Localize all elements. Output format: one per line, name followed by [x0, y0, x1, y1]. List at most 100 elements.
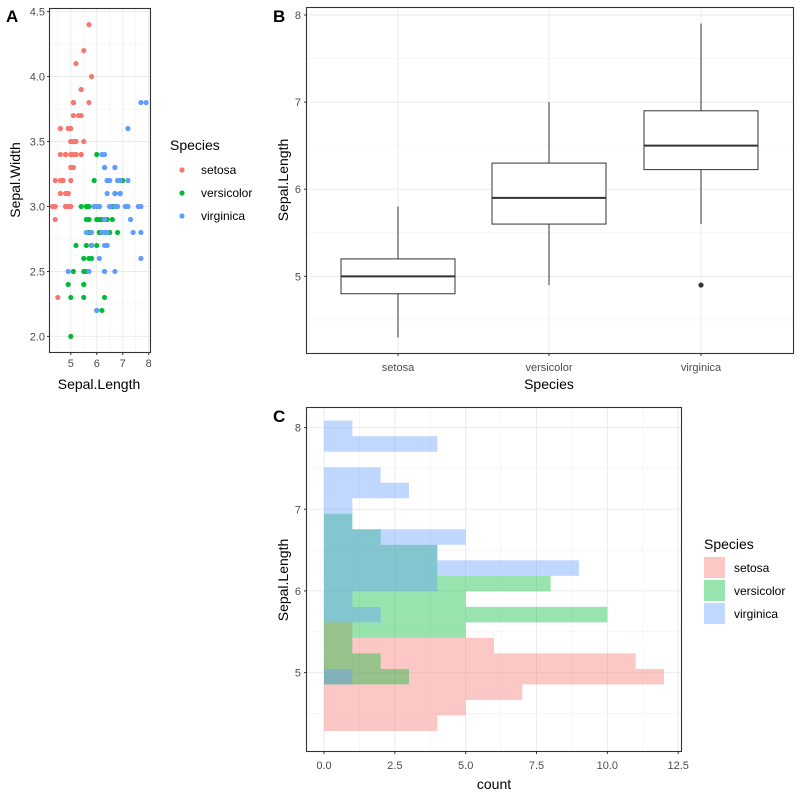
x-ticks-b: setosa versicolor virginica — [382, 353, 722, 374]
point-setosa — [57, 190, 63, 197]
point-versicolor — [94, 216, 100, 223]
point-virginica — [101, 242, 108, 249]
points-a — [49, 21, 149, 340]
point-setosa — [86, 21, 92, 28]
point-versicolor — [86, 216, 92, 223]
bar-versicolor — [324, 560, 438, 576]
x-axis-title-a: Sepal.Length — [58, 376, 141, 392]
point-setosa — [73, 138, 79, 145]
panel-tag-b: B — [273, 7, 285, 26]
y-tick-label: 4.0 — [30, 72, 45, 84]
point-versicolor — [81, 255, 87, 262]
y-tick-label: 2.5 — [30, 266, 45, 278]
point-setosa — [68, 177, 74, 184]
point-setosa — [55, 294, 61, 301]
box-virginica — [643, 23, 759, 288]
point-setosa — [65, 125, 71, 132]
bar-versicolor — [324, 513, 353, 530]
point-setosa — [70, 112, 76, 119]
bar-virginica — [324, 420, 353, 437]
point-virginica — [125, 203, 131, 210]
point-virginica — [112, 268, 118, 275]
point-setosa — [65, 190, 71, 197]
legend-title-a: Species — [170, 137, 220, 153]
point-setosa — [81, 138, 87, 145]
y-tick-label: 3.0 — [30, 201, 45, 213]
point-setosa — [88, 73, 95, 80]
point-versicolor — [68, 294, 74, 301]
legend-label-setosa: setosa — [201, 163, 237, 177]
y-axis-title-b: Sepal.Length — [275, 139, 291, 222]
legend-label-virginica: virginica — [734, 607, 778, 621]
point-virginica — [83, 229, 89, 236]
point-virginica — [101, 216, 108, 223]
y-tick-label: 3.5 — [30, 137, 45, 149]
panel-a: A 5 6 7 8 2.0 2.5 3.0 3.5 4.0 4.5 Sepal.Length S… — [6, 7, 252, 392]
point-virginica — [88, 229, 95, 236]
bar-setosa — [324, 668, 664, 685]
point-setosa — [68, 203, 74, 210]
bar-versicolor — [324, 653, 381, 669]
panel-border-b — [305, 6, 795, 355]
point-virginica — [138, 99, 144, 106]
bar-virginica — [324, 668, 353, 685]
point-virginica — [112, 190, 118, 197]
y-tick-label: 7 — [295, 97, 301, 109]
bar-virginica — [324, 482, 409, 499]
bar-setosa — [324, 622, 353, 638]
legend-title-c: Species — [704, 536, 754, 552]
legend-c: Species setosa versicolor virginica — [704, 536, 785, 624]
point-setosa — [52, 203, 58, 210]
bar-virginica — [324, 544, 438, 561]
point-virginica — [107, 203, 113, 210]
legend-label-virginica: virginica — [201, 209, 245, 223]
y-tick-label: 5 — [295, 271, 301, 283]
point-setosa — [78, 151, 84, 158]
y-tick-label: 6 — [295, 586, 301, 598]
point-virginica — [101, 229, 108, 236]
y-tick-label: 7 — [295, 504, 301, 516]
outlier-point — [698, 282, 704, 288]
bar-versicolor — [324, 637, 353, 654]
y-ticks-b: 5 6 7 8 — [295, 10, 307, 283]
point-virginica — [91, 203, 97, 210]
point-virginica — [127, 216, 134, 223]
legend-a: Species setosa versicolor virginica — [170, 137, 252, 223]
point-versicolor — [91, 177, 97, 184]
point-virginica — [138, 203, 144, 210]
point-versicolor — [81, 281, 87, 288]
point-versicolor — [88, 255, 95, 262]
x-ticks-c: 0.0 2.5 5.0 7.5 10.0 12.5 — [316, 751, 689, 772]
legend-key-setosa — [179, 167, 185, 173]
bar-virginica — [324, 560, 579, 576]
x-tick-label: 5.0 — [458, 760, 473, 772]
point-virginica — [114, 177, 121, 184]
bar-versicolor — [324, 622, 466, 638]
box-versicolor — [491, 102, 607, 286]
x-axis-title-b: Species — [524, 376, 574, 392]
bar-setosa — [324, 653, 636, 669]
point-virginica — [88, 242, 95, 249]
point-virginica — [101, 268, 108, 275]
panel-b: B setosa versicolor virginica 5 6 7 8 Species… — [273, 6, 795, 392]
point-virginica — [143, 99, 149, 106]
grid-c — [307, 408, 681, 751]
legend-key-versicolor — [704, 580, 725, 601]
point-versicolor — [81, 268, 87, 275]
point-virginica — [138, 255, 144, 262]
point-setosa — [70, 151, 76, 158]
point-virginica — [96, 255, 102, 262]
point-setosa — [70, 99, 76, 106]
x-tick-label: 0.0 — [316, 760, 331, 772]
plot-panel-a — [49, 8, 151, 353]
bar-virginica — [324, 591, 353, 607]
point-setosa — [62, 151, 69, 158]
x-tick-label: 7.5 — [529, 760, 544, 772]
legend-label-versicolor: versicolor — [201, 186, 252, 200]
y-tick-label: 5 — [295, 668, 301, 680]
legend-label-versicolor: versicolor — [734, 584, 785, 598]
bar-setosa — [324, 715, 438, 731]
point-versicolor — [68, 333, 74, 340]
point-virginica — [101, 164, 108, 171]
